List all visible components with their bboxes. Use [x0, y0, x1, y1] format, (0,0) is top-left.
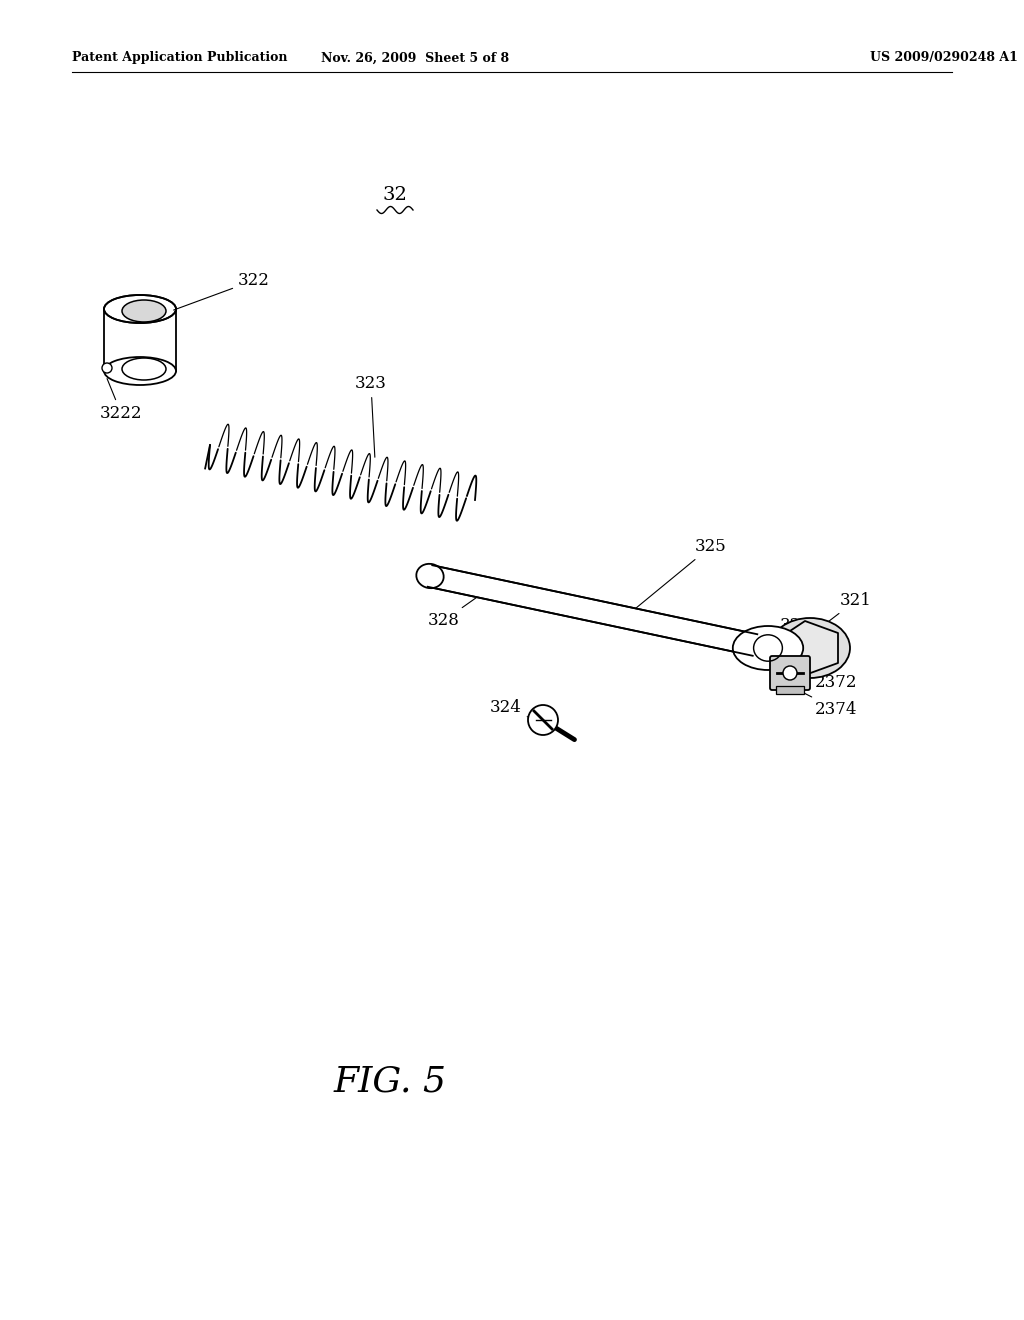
Ellipse shape: [104, 356, 176, 385]
Text: 327: 327: [798, 642, 829, 667]
Text: Patent Application Publication: Patent Application Publication: [72, 51, 288, 65]
Text: 323: 323: [355, 375, 387, 457]
Text: 322: 322: [174, 272, 270, 310]
FancyBboxPatch shape: [776, 686, 804, 694]
Polygon shape: [428, 565, 758, 656]
Text: 328: 328: [428, 590, 487, 630]
Ellipse shape: [417, 564, 443, 589]
Text: 324: 324: [490, 700, 528, 717]
Ellipse shape: [122, 358, 166, 380]
Circle shape: [783, 667, 797, 680]
Text: 325: 325: [632, 539, 727, 611]
Ellipse shape: [770, 618, 850, 678]
FancyBboxPatch shape: [104, 309, 176, 371]
Circle shape: [528, 705, 558, 735]
Ellipse shape: [122, 300, 166, 322]
Polygon shape: [753, 620, 838, 675]
Text: 326: 326: [780, 616, 812, 639]
Text: FIG. 5: FIG. 5: [334, 1065, 446, 1100]
Text: 2374: 2374: [805, 693, 857, 718]
Text: 32: 32: [383, 186, 408, 205]
FancyBboxPatch shape: [770, 656, 810, 690]
Text: US 2009/0290248 A1: US 2009/0290248 A1: [870, 51, 1018, 65]
Text: Nov. 26, 2009  Sheet 5 of 8: Nov. 26, 2009 Sheet 5 of 8: [321, 51, 509, 65]
Ellipse shape: [733, 626, 803, 671]
Circle shape: [102, 363, 112, 374]
Text: 321: 321: [822, 591, 871, 626]
Text: 2372: 2372: [808, 675, 857, 690]
Text: 3222: 3222: [100, 379, 142, 422]
